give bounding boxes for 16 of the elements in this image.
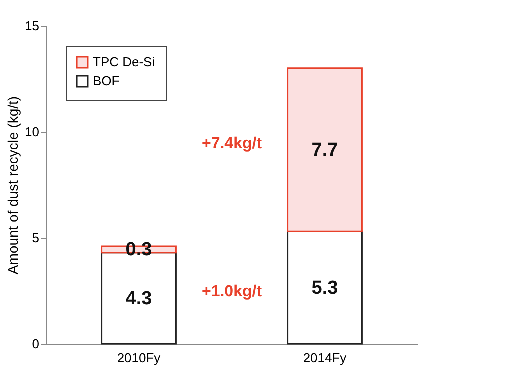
legend-label: TPC De-Si (93, 54, 156, 70)
bar (287, 68, 363, 232)
data-label: 7.7 (312, 140, 338, 162)
bar (287, 230, 363, 345)
y-tick-label: 5 (32, 230, 40, 246)
y-tick-label: 15 (25, 18, 40, 34)
y-axis-title: Amount of dust recycle (kg/t) (5, 96, 22, 275)
legend-label: BOF (93, 74, 120, 88)
y-tick-label: 10 (25, 124, 40, 140)
annotation: +7.4kg/t (202, 136, 263, 153)
x-tick-label: 2014Fy (303, 350, 348, 366)
data-label: 5.3 (312, 278, 338, 299)
y-tick-label: 0 (32, 336, 40, 352)
annotation: +1.0kg/t (202, 284, 263, 301)
x-tick-label: 2010Fy (117, 350, 162, 366)
data-label: 4.3 (126, 288, 152, 310)
